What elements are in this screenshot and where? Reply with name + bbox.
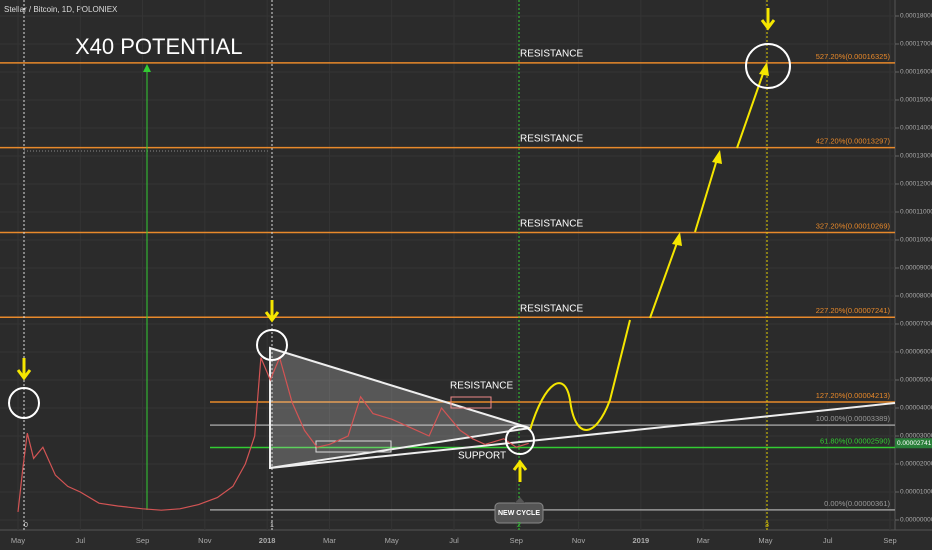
fib-label: 427.20%(0.00013297)	[816, 137, 891, 146]
x-tick-label: 2019	[633, 536, 650, 545]
y-tick-label: 0.00004000	[900, 405, 932, 412]
arrowhead	[672, 232, 682, 246]
cycle-label: 2	[517, 522, 521, 529]
arrowhead	[143, 64, 151, 72]
x-tick-label: May	[385, 536, 399, 545]
y-tick-label: 0.00010000	[900, 237, 932, 244]
x-tick-label: Mar	[697, 536, 710, 545]
cycle-label: 1	[270, 522, 274, 529]
y-tick-label: 0.00018000	[900, 13, 932, 20]
y-tick-label: 0.00013000	[900, 153, 932, 160]
annotation: RESISTANCE	[520, 304, 583, 315]
x-tick-label: Sep	[883, 536, 896, 545]
down-arrow	[264, 300, 280, 323]
y-tick-label: 0.00017000	[900, 41, 932, 48]
y-tick-label: 0.00011000	[900, 209, 932, 216]
annotation: RESISTANCE	[520, 134, 583, 145]
highlight-circle	[505, 425, 535, 455]
cycle-label: 0	[24, 522, 28, 529]
y-tick-label: 0.00014000	[900, 125, 932, 132]
annotation: SUPPORT	[458, 451, 506, 462]
fib-label: 0.00%(0.00000361)	[824, 499, 890, 508]
resistance-box	[450, 396, 492, 409]
y-tick-label: 0.00012000	[900, 181, 932, 188]
arrowhead	[759, 62, 769, 76]
y-tick-label: 0.00015000	[900, 97, 932, 104]
price-badge	[895, 438, 932, 449]
y-tick-label: 0.00008000	[900, 293, 932, 300]
down-arrow	[760, 8, 776, 31]
x-tick-label: May	[758, 536, 772, 545]
projection	[529, 319, 631, 431]
x-tick-label: Sep	[510, 536, 523, 545]
x-tick-label: Mar	[323, 536, 336, 545]
annotation: RESISTANCE	[450, 381, 513, 392]
x-tick-label: Sep	[136, 536, 149, 545]
y-tick-label: 0.00009000	[900, 265, 932, 272]
y-tick-label: 0.00000000	[900, 517, 932, 524]
support-trendline	[269, 402, 896, 469]
annotation: RESISTANCE	[520, 219, 583, 230]
arrowhead	[712, 150, 722, 164]
y-tick-label: 0.00016000	[900, 69, 932, 76]
price-line	[17, 355, 529, 512]
fib-label: 127.20%(0.00004213)	[816, 391, 891, 400]
x-tick-label: Nov	[198, 536, 212, 545]
x-tick-label: May	[11, 536, 25, 545]
fib-label: 100.00%(0.00003389)	[816, 414, 891, 423]
y-tick-label: 0.00001000	[900, 489, 932, 496]
x-tick-label: Nov	[572, 536, 586, 545]
badge-tip	[515, 497, 525, 503]
down-arrow	[16, 358, 32, 381]
triangle	[269, 346, 531, 470]
y-tick-label: 0.00005000	[900, 377, 932, 384]
annotation: X40 POTENTIAL	[75, 34, 243, 59]
annotation: RESISTANCE	[520, 49, 583, 60]
fib-label: 527.20%(0.00016325)	[816, 52, 891, 61]
up-arrow	[512, 459, 528, 482]
projection	[649, 67, 766, 319]
price-badge-label: 0.00002741	[897, 440, 932, 447]
annotation: NEW CYCLE	[498, 510, 540, 517]
y-tick-label: 0.00003000	[900, 433, 932, 440]
highlight-circle	[256, 329, 288, 361]
y-tick-label: 0.00002000	[900, 461, 932, 468]
x-tick-label: 2018	[259, 536, 276, 545]
x-tick-label: Jul	[449, 536, 459, 545]
fib-label: 61.80%(0.00002590)	[820, 436, 891, 445]
x-tick-label: Jul	[75, 536, 85, 545]
chart-title: Stellar / Bitcoin, 1D, POLONIEX	[4, 5, 118, 14]
y-tick-label: 0.00007000	[900, 321, 932, 328]
highlight-circle	[8, 387, 40, 419]
fib-label: 227.20%(0.00007241)	[816, 306, 891, 315]
fib-label: 327.20%(0.00010269)	[816, 221, 891, 230]
cycle-label: 3	[765, 522, 769, 529]
highlight-circle	[745, 43, 791, 89]
x-tick-label: Jul	[823, 536, 833, 545]
y-tick-label: 0.00006000	[900, 349, 932, 356]
